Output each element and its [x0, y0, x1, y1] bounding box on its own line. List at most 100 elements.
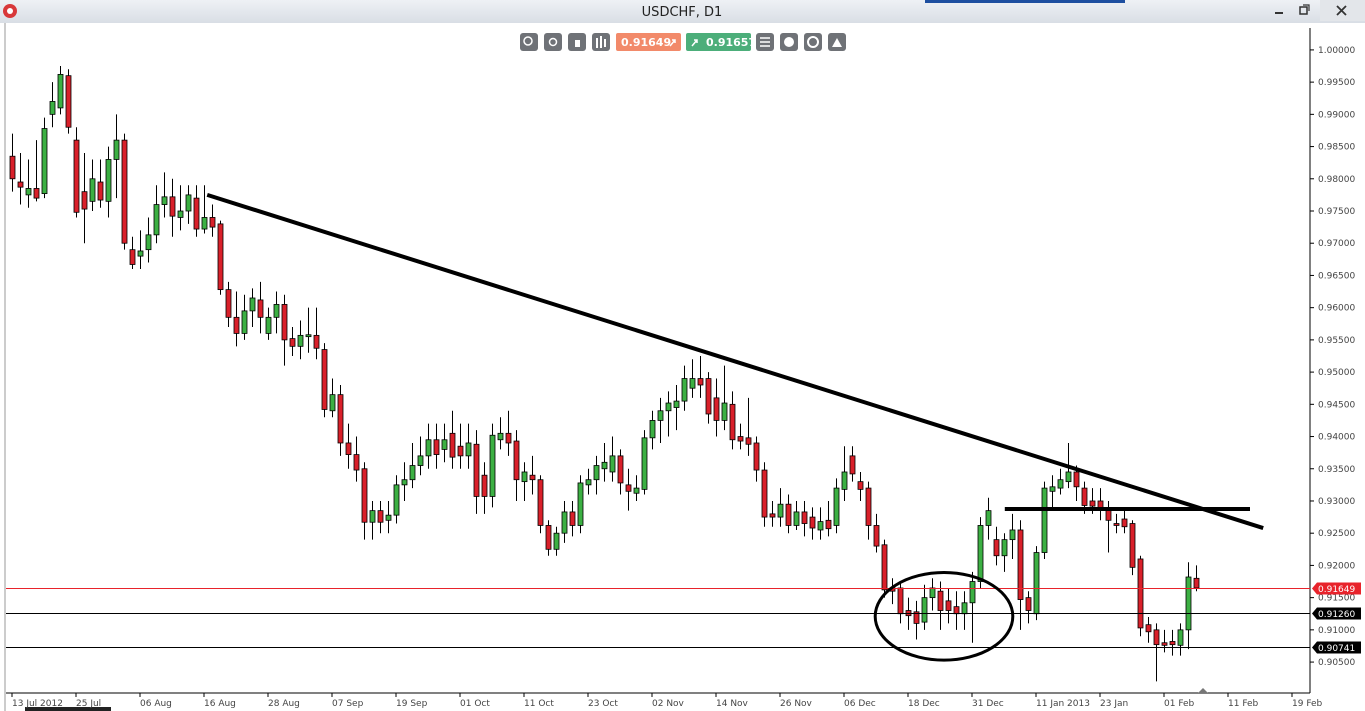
candle-body [257, 299, 264, 318]
settings-button[interactable] [544, 33, 562, 51]
tools-button[interactable] [804, 33, 822, 51]
y-tick-label: 0.90500 [1318, 658, 1355, 668]
chart-shift-marker[interactable] [1198, 688, 1208, 693]
candle-body [1001, 539, 1008, 557]
candle-body [33, 188, 40, 199]
candle-body [417, 455, 424, 466]
y-tick-label: 0.93000 [1318, 497, 1355, 507]
scrollbar[interactable] [25, 707, 111, 711]
toolbar: 0.91649 0.91657 [520, 33, 846, 51]
candle-body [705, 378, 712, 415]
candle-body [441, 439, 448, 450]
candle-body [1009, 529, 1016, 541]
candle-body [465, 442, 472, 457]
x-tick-label: 11 Feb [1228, 699, 1259, 709]
candle-body [1145, 624, 1152, 633]
price-tag-label: 0.90741 [1318, 644, 1355, 654]
candle-body [545, 525, 552, 550]
x-tick-label: 01 Oct [460, 699, 490, 709]
candle-body [697, 378, 704, 386]
restore-button[interactable] [1294, 3, 1316, 19]
candle-body [769, 513, 776, 518]
candle-body [233, 316, 240, 334]
candle-body [521, 471, 528, 483]
candle-body [809, 516, 816, 529]
candle-body [329, 394, 336, 412]
candle-body [105, 159, 112, 202]
buy-button[interactable] [686, 33, 751, 51]
y-tick-label: 0.99500 [1318, 78, 1355, 88]
sell-button[interactable] [616, 33, 681, 51]
candle-body [49, 101, 56, 115]
candle-body [409, 465, 416, 481]
candle-body [985, 510, 992, 526]
candle-body [281, 304, 288, 341]
info-icon [784, 37, 794, 47]
candle-body [137, 250, 144, 257]
buy-arrow [691, 39, 698, 47]
candle-body [401, 479, 408, 486]
price-tag [1312, 582, 1361, 595]
candle-body [17, 181, 24, 188]
candle-body [41, 128, 48, 195]
x-tick-label: 23 Oct [588, 699, 618, 709]
candle-body [353, 454, 360, 471]
candle-body [65, 75, 72, 128]
y-tick-label: 0.98000 [1318, 175, 1355, 185]
y-tick-label: 0.92500 [1318, 529, 1355, 539]
y-tick-label: 0.98500 [1318, 143, 1355, 153]
y-tick-label: 0.97000 [1318, 239, 1355, 249]
highlight-ellipse [873, 571, 1015, 662]
candle-body [841, 471, 848, 490]
candle-body [129, 249, 136, 265]
zoom-button[interactable] [520, 33, 538, 51]
y-tick-label: 0.97500 [1318, 207, 1355, 217]
x-tick-label: 06 Aug [140, 699, 172, 709]
candle-body [737, 436, 744, 442]
x-tick-label: 16 Aug [204, 699, 236, 709]
close-button[interactable] [1320, 0, 1365, 21]
candle-body [433, 439, 440, 455]
candle-body [265, 316, 272, 334]
x-tick-label: 19 Sep [396, 699, 428, 709]
x-tick-label: 25 Jul [76, 699, 101, 709]
candle-body [1081, 487, 1088, 506]
candle-body [649, 420, 656, 439]
candle-body [1193, 577, 1200, 589]
candle-body [777, 503, 784, 518]
candle-body [273, 304, 280, 318]
candle-body [865, 487, 872, 526]
candle-body [249, 297, 256, 312]
candle-body [577, 482, 584, 526]
active-strip [925, 0, 1125, 3]
y-tick-label: 0.95000 [1318, 368, 1355, 378]
candle-body [481, 474, 488, 497]
candle-body [209, 217, 216, 228]
x-tick-label: 18 Dec [908, 699, 940, 709]
candle-body [745, 437, 752, 445]
zoom-icon [523, 36, 533, 46]
candle-body [945, 600, 952, 611]
title-bar [0, 0, 1365, 23]
candle-body [1065, 471, 1072, 483]
candle-body [1073, 471, 1080, 488]
minimize-button[interactable] [1268, 3, 1290, 19]
candle-body [569, 511, 576, 526]
template-icon [832, 38, 842, 47]
plot-area: 1.00000 0.99500 0.99000 0.98500 0.98000 0.975… [6, 46, 1361, 709]
candle-body [641, 437, 648, 490]
candle-body [57, 73, 64, 109]
candle-body [393, 484, 400, 516]
candle-body [873, 525, 880, 547]
candle-body [881, 544, 888, 591]
candle-body [801, 511, 808, 524]
candle-body [585, 479, 592, 486]
candle-body [505, 432, 512, 444]
y-tick-label: 0.91500 [1318, 594, 1355, 604]
candle-body [177, 210, 184, 218]
candle-body [657, 410, 664, 421]
candle-body [793, 511, 800, 526]
candle-body [825, 519, 832, 530]
candle-body [953, 606, 960, 615]
